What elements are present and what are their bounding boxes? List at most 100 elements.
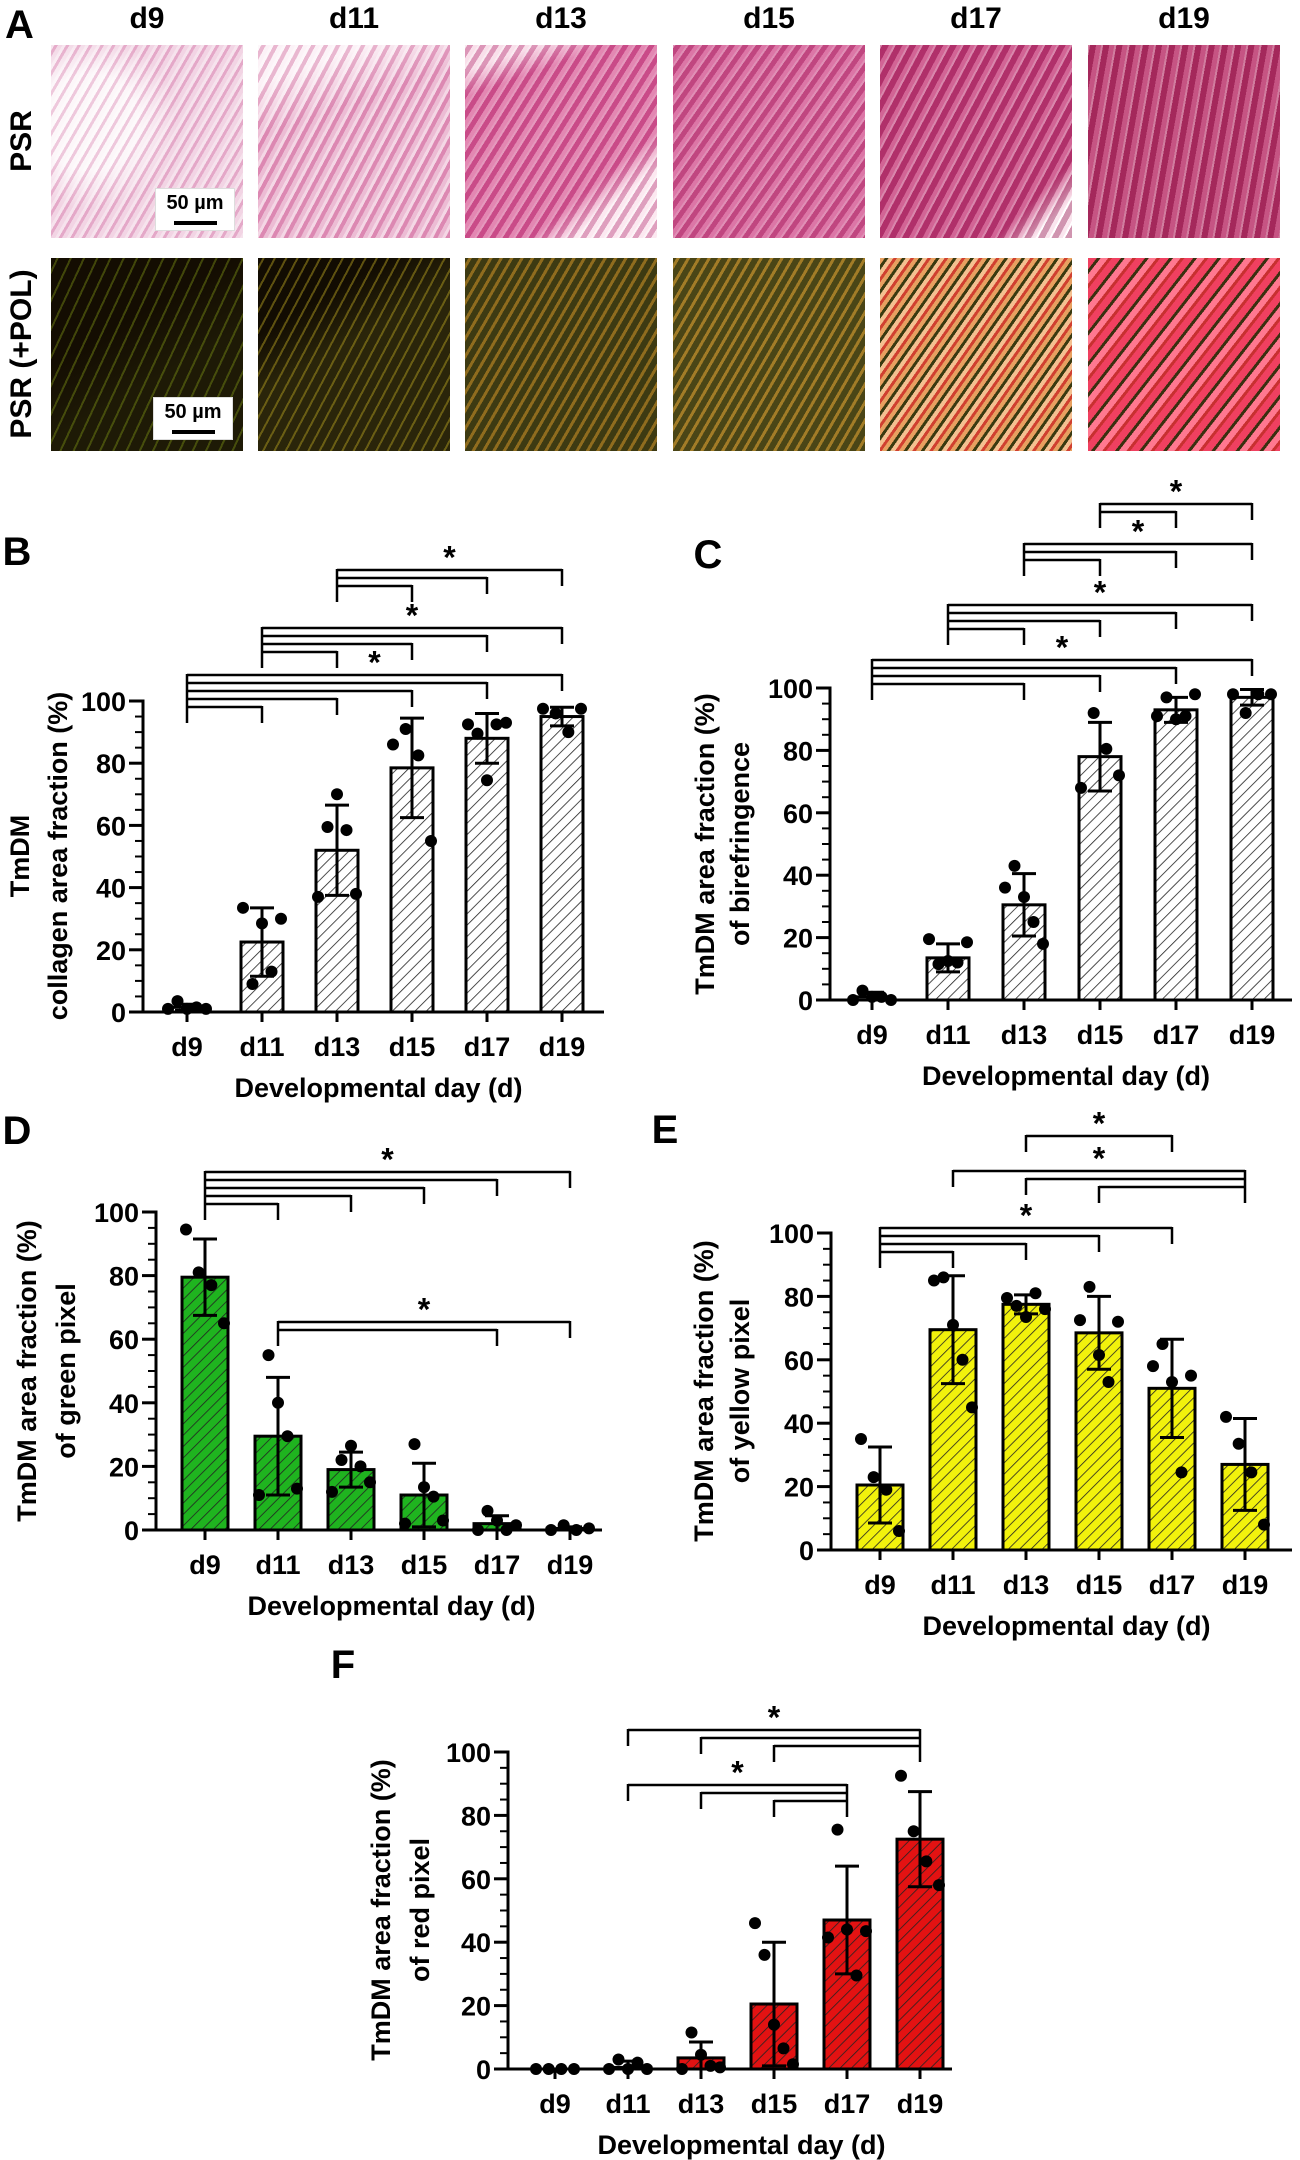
- y-tick-label: 0: [798, 986, 813, 1016]
- y-tick-label: 0: [111, 998, 126, 1028]
- column-header-d9: d9: [129, 2, 165, 35]
- data-point-d11: [256, 917, 268, 930]
- y-tick-label: 100: [769, 1219, 814, 1249]
- chart-panel-b: B TmDM collagen area fraction (%) Developme…: [3, 530, 604, 1103]
- micrograph-pol-d13: [465, 258, 657, 451]
- data-point-d11: [951, 956, 964, 969]
- data-point-d15: [1083, 1280, 1096, 1293]
- y-tick-label: 60: [109, 1325, 139, 1355]
- significance-bracket-group: *: [1024, 1105, 1174, 1152]
- data-point-d17: [1156, 1337, 1169, 1350]
- data-point-d17: [1160, 691, 1173, 704]
- data-point-d13: [326, 1485, 338, 1498]
- data-point-d13: [345, 1439, 357, 1452]
- data-point-d15: [758, 1948, 771, 1961]
- chart-panel-e: E TmDM area fraction (%) of yellow pixel De…: [652, 1105, 1292, 1641]
- data-point-d11: [928, 1274, 940, 1287]
- data-point-d13: [364, 1476, 376, 1489]
- data-point-d11: [947, 1318, 959, 1331]
- data-point-d15: [399, 1517, 411, 1530]
- significance-bracket-group: *: [626, 1699, 922, 1762]
- data-point-d11: [291, 1482, 303, 1495]
- y-tick-label: 80: [784, 1282, 814, 1312]
- y-tick-label: 0: [124, 1516, 139, 1546]
- micrograph-psr-d17: [880, 45, 1072, 238]
- data-point-d9: [180, 1223, 192, 1236]
- x-tick-label-d11: d11: [930, 1570, 975, 1600]
- y-tick-label: 40: [784, 1409, 814, 1439]
- panel-label-f: F: [331, 1643, 355, 1687]
- micrograph-pol-d17: [880, 258, 1072, 451]
- significance-bracket-group: *: [1022, 513, 1254, 576]
- y-axis-title: TmDM area fraction (%): [690, 693, 720, 995]
- data-point-d13: [1037, 937, 1049, 950]
- y-tick-label: 0: [476, 2055, 491, 2085]
- x-tick-label-d19: d19: [897, 2089, 944, 2119]
- data-point-d11: [262, 1349, 275, 1362]
- x-tick-label-d17: d17: [1149, 1570, 1196, 1600]
- data-point-d15: [1113, 769, 1125, 782]
- data-point-d17: [1170, 713, 1182, 726]
- data-point-d15: [412, 749, 425, 762]
- significance-bracket-group: *: [951, 1140, 1247, 1203]
- data-point-d19: [1227, 688, 1239, 701]
- data-point-d11: [956, 1353, 969, 1366]
- y-tick-label: 60: [461, 1865, 491, 1895]
- micrograph-psr-d11: [258, 45, 450, 238]
- data-point-d13: [350, 887, 362, 900]
- data-point-d17: [500, 716, 512, 729]
- significance-bracket-group: *: [878, 1197, 1174, 1268]
- chart-panel-d: D TmDM area fraction (%) of green pixel Dev…: [3, 1109, 602, 1621]
- data-point-d15: [1093, 1349, 1105, 1362]
- y-tick-label: 20: [109, 1452, 139, 1482]
- significance-star: *: [731, 1754, 744, 1790]
- y-tick-label: 80: [783, 736, 813, 766]
- column-header-d11: d11: [328, 2, 380, 35]
- data-point-d9: [880, 1483, 893, 1496]
- significance-star: *: [1020, 1197, 1033, 1233]
- data-point-d19: [920, 1855, 933, 1868]
- y-axis-title: of red pixel: [405, 1838, 435, 1982]
- data-point-d11: [272, 1396, 284, 1409]
- significance-star: *: [381, 1141, 394, 1177]
- y-tick-label: 80: [109, 1262, 139, 1292]
- data-point-d11: [281, 1430, 294, 1443]
- y-tick-label: 0: [799, 1536, 814, 1566]
- y-tick-label: 20: [461, 1992, 491, 2022]
- significance-bracket-group: *: [276, 1291, 572, 1346]
- data-point-d17: [491, 1514, 503, 1527]
- y-tick-label: 100: [81, 687, 126, 717]
- data-point-d19: [1252, 688, 1265, 701]
- micrograph-psr-d13: [465, 45, 657, 238]
- data-point-d15: [427, 1490, 440, 1503]
- data-point-d17: [1189, 688, 1201, 701]
- data-point-d17: [1151, 710, 1163, 723]
- y-axis-title: TmDM area fraction (%): [12, 1220, 42, 1522]
- data-point-d11: [253, 1489, 265, 1502]
- x-tick-label-d15: d15: [751, 2089, 798, 2119]
- y-tick-label: 100: [94, 1198, 139, 1228]
- data-point-d15: [1100, 742, 1113, 755]
- chart-panel-f: F TmDM area fraction (%) of red pixel Devel…: [331, 1643, 952, 2160]
- data-point-d15: [1102, 1375, 1115, 1388]
- data-point-d9: [171, 995, 184, 1008]
- data-point-d15: [777, 2042, 790, 2055]
- x-tick-label-d9: d9: [189, 1550, 221, 1580]
- y-axis-title: collagen area fraction (%): [43, 692, 73, 1021]
- data-point-d13: [321, 820, 334, 833]
- data-point-d19: [562, 726, 575, 739]
- data-point-d17: [850, 1969, 863, 1982]
- scale-bar: 50 µm: [153, 397, 233, 440]
- data-point-d11: [275, 912, 287, 925]
- x-tick-label-d13: d13: [678, 2089, 725, 2119]
- data-point-d19: [537, 702, 549, 715]
- scale-bar: 50 µm: [155, 188, 235, 231]
- x-tick-label-d9: d9: [171, 1032, 203, 1062]
- panel-label-c: C: [694, 533, 723, 577]
- data-point-d17: [1147, 1360, 1159, 1373]
- x-tick-label-d11: d11: [255, 1550, 300, 1580]
- data-point-d13: [1010, 1299, 1023, 1312]
- significance-star: *: [1056, 629, 1069, 665]
- significance-star: *: [1093, 1140, 1106, 1176]
